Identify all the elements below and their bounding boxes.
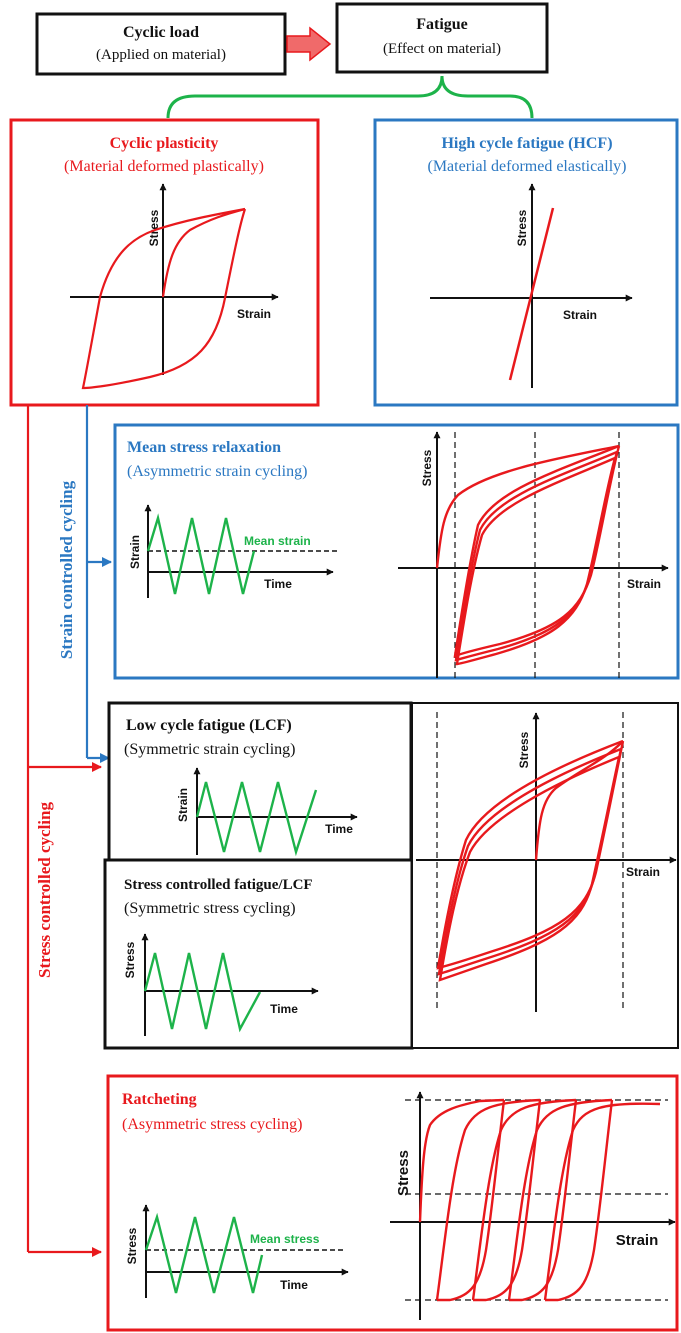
scf-wave-x-label: Time (270, 1002, 298, 1016)
rt-wave-x-label: Time (280, 1278, 308, 1292)
msr-title: Mean stress relaxation (127, 439, 281, 456)
strain-controlled-label: Strain controlled cycling (57, 480, 76, 659)
hcf-x-label: Strain (563, 308, 597, 322)
lcf-plot-x-label: Strain (626, 865, 660, 879)
lcf-plot-y-label: Stress (517, 731, 531, 768)
fatigue-box: Fatigue (Effect on material) (335, 2, 549, 74)
cyclic-load-title: Cyclic load (123, 24, 199, 41)
mean-stress-relaxation-box: Mean stress relaxation (Asymmetric strai… (113, 423, 680, 680)
msr-subtitle: (Asymmetric strain cycling) (127, 463, 307, 480)
stress-controlled-fatigue-box: Stress controlled fatigue/LCF (Symmetric… (103, 858, 414, 1050)
scf-wave-y-label: Stress (123, 941, 137, 978)
msr-plot-x-label: Strain (627, 577, 661, 591)
rt-stress-wave (144, 1212, 264, 1294)
cyclic-load-subtitle: (Applied on material) (96, 47, 226, 63)
fatigue-subtitle: (Effect on material) (383, 41, 501, 57)
strain-control-connector (85, 405, 112, 763)
lcf-plot-box: Stress Strain (411, 702, 679, 1049)
msr-wave-x-label: Time (264, 577, 292, 591)
lcf-subtitle: (Symmetric strain cycling) (124, 741, 296, 758)
rt-wave-y-label: Stress (125, 1227, 139, 1264)
lcf-title: Low cycle fatigue (LCF) (126, 717, 292, 734)
msr-mean-strain-label: Mean strain (244, 534, 311, 548)
ratcheting-title: Ratcheting (122, 1091, 197, 1108)
stress-control-connector (26, 405, 102, 1257)
scf-subtitle: (Symmetric stress cycling) (124, 900, 296, 917)
msr-strain-wave (146, 513, 256, 595)
hcf-box: High cycle fatigue (HCF) (Material defor… (373, 118, 679, 407)
rt-ratcheting-loops (418, 1098, 661, 1302)
load-to-fatigue-arrow-icon (286, 26, 332, 62)
lcf-hysteresis-loops (436, 739, 625, 982)
msr-wave-y-label: Strain (128, 535, 142, 569)
lcf-strain-wave (195, 781, 318, 857)
hcf-subtitle: (Material deformed elastically) (427, 158, 626, 175)
rt-plot-y-label: Stress (395, 1150, 412, 1196)
ratcheting-box: Ratcheting (Asymmetric stress cycling) S… (106, 1074, 679, 1332)
cyclic-plasticity-subtitle: (Material deformed plastically) (64, 158, 264, 175)
cp-y-label: Stress (147, 209, 161, 246)
lcf-box: Low cycle fatigue (LCF) (Symmetric strai… (107, 701, 413, 863)
cp-hysteresis-loop (81, 207, 247, 390)
scf-stress-wave (143, 952, 262, 1033)
fatigue-brace (166, 75, 534, 119)
cyclic-plasticity-title: Cyclic plasticity (110, 135, 219, 152)
cp-x-label: Strain (237, 307, 271, 321)
rt-plot-x-label: Strain (616, 1232, 659, 1249)
hcf-y-label: Stress (515, 209, 529, 246)
hcf-elastic-line (508, 207, 555, 381)
lcf-wave-x-label: Time (325, 822, 353, 836)
scf-title: Stress controlled fatigue/LCF (124, 877, 313, 893)
stress-controlled-label: Stress controlled cycling (35, 802, 54, 978)
cyclic-plasticity-box: Cyclic plasticity (Material deformed pla… (9, 118, 320, 407)
fatigue-title: Fatigue (416, 16, 468, 33)
lcf-wave-y-label: Strain (176, 788, 190, 822)
msr-hysteresis-loops (435, 444, 621, 666)
cyclic-load-box: Cyclic load (Applied on material) (35, 12, 287, 76)
msr-plot-y-label: Stress (420, 449, 434, 486)
ratcheting-subtitle: (Asymmetric stress cycling) (122, 1116, 302, 1133)
rt-mean-stress-label: Mean stress (250, 1232, 320, 1246)
hcf-title: High cycle fatigue (HCF) (441, 135, 612, 152)
